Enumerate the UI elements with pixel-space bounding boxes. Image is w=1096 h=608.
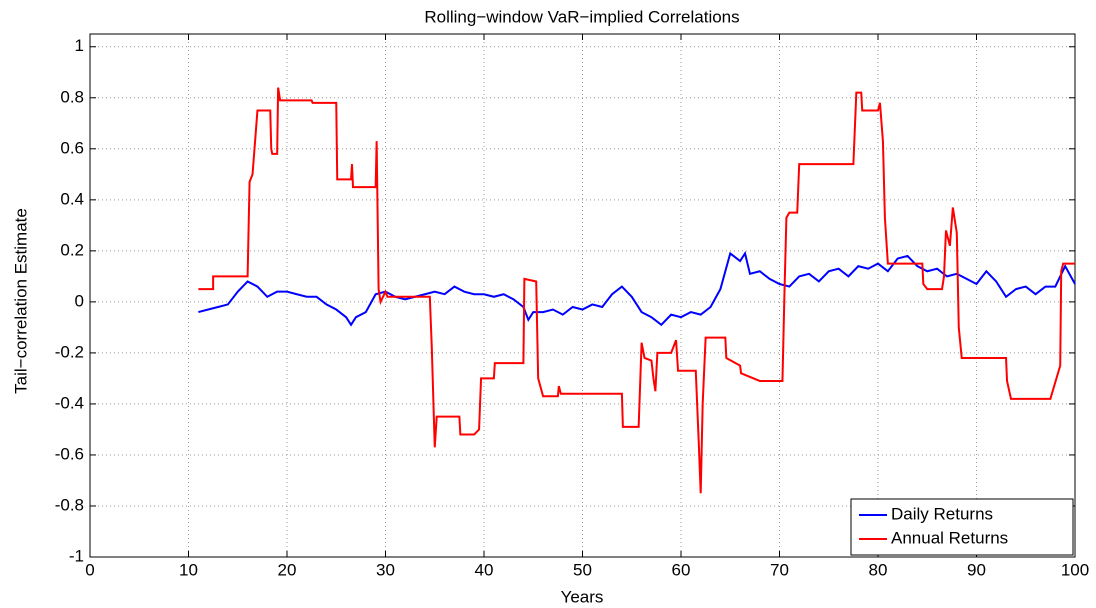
data-line	[198, 87, 1075, 494]
y-tick-label: -1	[69, 546, 84, 565]
x-axis-label: Years	[561, 587, 604, 606]
x-tick-label: 20	[278, 560, 297, 579]
x-tick-label: 100	[1061, 560, 1089, 579]
chart-title: Rolling−window VaR−implied Correlations	[424, 7, 739, 26]
x-tick-label: 0	[85, 560, 94, 579]
x-tick-label: 10	[179, 560, 198, 579]
y-tick-label: -0.6	[55, 444, 84, 463]
data-line	[198, 250, 1076, 327]
x-tick-label: 80	[869, 560, 888, 579]
x-tick-label: 90	[967, 560, 986, 579]
y-tick-label: 0.2	[60, 240, 84, 259]
legend-box	[850, 498, 1074, 556]
y-tick-label: 0.6	[60, 138, 84, 157]
x-tick-label: 30	[376, 560, 395, 579]
legend-label: Annual Returns	[891, 528, 1008, 547]
y-tick-label: 0.4	[60, 189, 84, 208]
y-tick-label: 0	[75, 291, 84, 310]
y-tick-label: 1	[75, 36, 84, 55]
x-tick-label: 40	[475, 560, 494, 579]
y-axis-label: Tail−correlation Estimate	[11, 208, 30, 394]
legend-label: Daily Returns	[891, 504, 993, 523]
plot-frame	[89, 33, 1076, 558]
y-tick-label: -0.2	[55, 342, 84, 361]
y-tick-label: -0.4	[55, 393, 84, 412]
legend: Daily Returns Annual Returns	[850, 498, 1074, 556]
x-tick-label: 70	[770, 560, 789, 579]
y-tick-label: 0.8	[60, 87, 84, 106]
y-tick-label: -0.8	[55, 495, 84, 514]
x-tick-label: 60	[672, 560, 691, 579]
x-tick-label: 50	[573, 560, 592, 579]
